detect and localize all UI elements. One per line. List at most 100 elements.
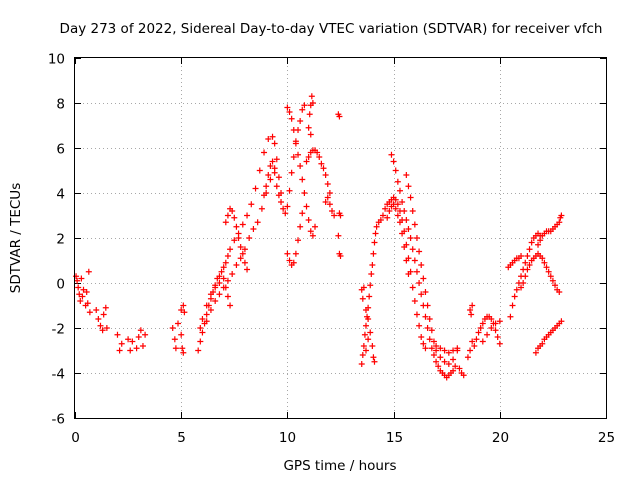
data-point (233, 223, 240, 230)
data-point (335, 232, 342, 239)
series-arc-r (384, 201, 412, 277)
data-point (362, 322, 369, 329)
y-tick-label: 10 (48, 52, 65, 68)
data-point (303, 158, 310, 165)
data-point (292, 250, 299, 257)
data-point (409, 246, 416, 253)
data-point (307, 228, 314, 235)
data-point (273, 183, 280, 190)
data-point (305, 217, 312, 223)
data-point (199, 316, 206, 322)
series-arc-n (335, 111, 344, 259)
data-point (367, 329, 374, 336)
data-point (518, 284, 525, 291)
data-point (267, 163, 274, 169)
data-point (78, 275, 85, 282)
data-point (492, 327, 499, 334)
data-point (426, 316, 433, 322)
series-arc-u (433, 343, 467, 379)
series-arc-l (305, 93, 316, 138)
grid-lines (75, 58, 606, 418)
data-point (509, 302, 516, 309)
data-point (437, 354, 444, 361)
data-point (424, 302, 431, 309)
data-point (241, 246, 248, 253)
data-point (445, 349, 452, 356)
data-point (97, 322, 104, 329)
data-point (278, 199, 285, 205)
data-point (413, 235, 420, 241)
data-point (203, 311, 210, 318)
data-point (85, 268, 92, 275)
data-point (216, 273, 223, 280)
data-point (539, 255, 546, 262)
data-point (526, 246, 533, 253)
data-point (83, 289, 90, 295)
data-point (220, 264, 227, 271)
data-point (464, 354, 471, 361)
series-arc-c (114, 327, 149, 354)
data-point (365, 316, 372, 322)
data-point (246, 235, 253, 241)
data-point (422, 345, 429, 352)
data-point (371, 358, 378, 365)
data-point (248, 201, 255, 208)
data-point (284, 203, 291, 210)
data-point (284, 104, 291, 111)
data-point (547, 273, 554, 280)
data-point (407, 235, 414, 241)
data-point (324, 194, 331, 201)
data-point (231, 237, 238, 244)
data-point (84, 300, 91, 307)
data-point (258, 205, 265, 212)
data-point (405, 271, 412, 277)
data-point (379, 212, 386, 219)
data-point (241, 259, 248, 266)
data-point (227, 246, 234, 253)
data-point (331, 212, 338, 219)
data-point (373, 223, 380, 230)
data-point (309, 100, 316, 106)
data-point (488, 325, 495, 331)
data-point (273, 156, 280, 163)
series-arc-i (284, 104, 319, 239)
chart-title: Day 273 of 2022, Sidereal Day-to-day VTE… (60, 21, 603, 37)
data-point (135, 334, 142, 340)
series-arc-h (261, 102, 308, 217)
data-point (207, 291, 214, 298)
data-point (100, 311, 107, 318)
data-point (212, 284, 219, 291)
x-tick-label: 0 (71, 430, 80, 446)
data-point (292, 138, 299, 145)
data-point (220, 284, 227, 291)
data-point (261, 192, 268, 199)
data-point (549, 277, 556, 284)
data-point (218, 268, 225, 275)
data-point (468, 311, 475, 318)
data-point (396, 219, 403, 226)
data-point (420, 275, 427, 282)
data-point (207, 307, 214, 313)
data-point (409, 208, 416, 214)
data-point (399, 230, 406, 237)
data-point (288, 169, 295, 176)
data-point (401, 208, 408, 214)
data-point (76, 291, 83, 298)
series-arc-g (203, 165, 278, 325)
data-point (513, 286, 520, 293)
data-point (74, 277, 81, 284)
data-point (428, 345, 435, 352)
data-point (231, 214, 238, 221)
data-point (437, 345, 444, 352)
data-point (265, 172, 272, 178)
data-point (329, 208, 336, 214)
data-point (435, 363, 442, 370)
data-point (496, 318, 503, 325)
data-point (220, 275, 227, 282)
data-point (520, 280, 527, 286)
data-point (441, 347, 448, 354)
data-point (479, 320, 486, 327)
data-point (539, 340, 546, 347)
data-point (413, 268, 420, 275)
data-point (496, 340, 503, 347)
